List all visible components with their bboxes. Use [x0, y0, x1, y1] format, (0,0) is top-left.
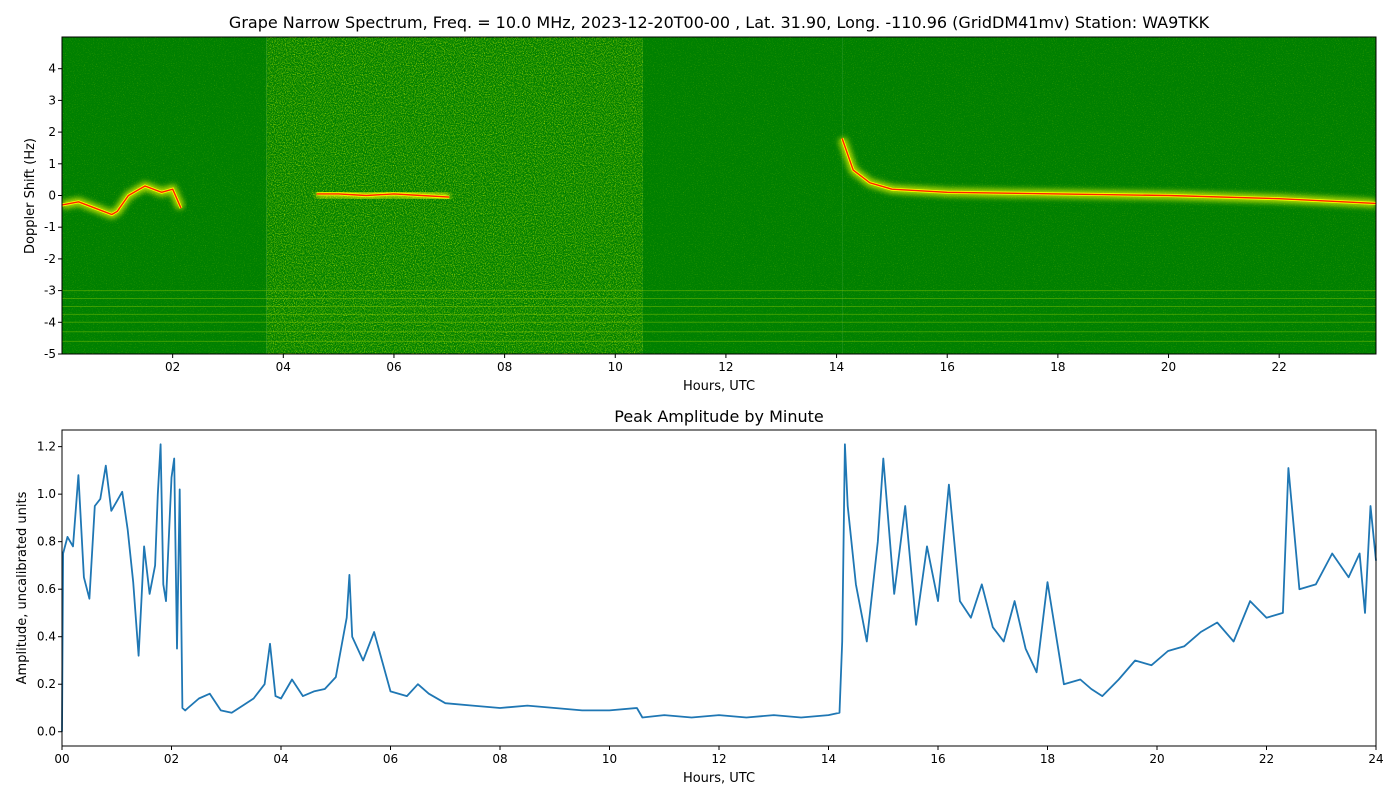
spectrogram-y-tick-label: -1 — [44, 220, 56, 234]
carrier-peak-0 — [62, 185, 182, 216]
amplitude-y-ticks: 0.0 0.2 0.4 0.6 0.8 1.0 1.2 — [37, 440, 62, 739]
spectrogram-x-tick-label: 12 — [718, 360, 733, 374]
spectrogram-x-tick-label: 22 — [1272, 360, 1287, 374]
spectrogram-y-tick-label: 0 — [48, 189, 56, 203]
carrier-peak-1 — [316, 193, 450, 198]
spectrogram-x-tick-label: 06 — [386, 360, 401, 374]
spectrogram-y-tick-label: 4 — [48, 62, 56, 76]
amplitude-x-ticks: 00 02 04 06 08 10 12 14 16 18 20 22 24 — [54, 746, 1384, 766]
amplitude-x-tick-label: 04 — [273, 752, 288, 766]
spectrogram-x-tick-label: 18 — [1050, 360, 1065, 374]
spectrogram-title: Grape Narrow Spectrum, Freq. = 10.0 MHz,… — [229, 13, 1210, 32]
spectrogram-y-tick-label: -2 — [44, 252, 56, 266]
amplitude-x-tick-label: 24 — [1368, 752, 1383, 766]
amplitude-y-tick-label: 1.2 — [37, 440, 56, 454]
amplitude-x-tick-label: 20 — [1149, 752, 1164, 766]
amplitude-title: Peak Amplitude by Minute — [614, 407, 824, 426]
spectrogram-x-tick-label: 04 — [276, 360, 291, 374]
amplitude-y-tick-label: 0.0 — [37, 725, 56, 739]
amplitude-x-tick-label: 22 — [1259, 752, 1274, 766]
amplitude-y-tick-label: 0.2 — [37, 677, 56, 691]
carrier-peak-2 — [841, 138, 1376, 205]
spectrogram-y-tick-label: 3 — [48, 93, 56, 107]
amplitude-x-tick-label: 12 — [711, 752, 726, 766]
amplitude-y-tick-label: 0.8 — [37, 535, 56, 549]
amplitude-x-tick-label: 00 — [54, 752, 69, 766]
amplitude-x-label: Hours, UTC — [683, 771, 755, 786]
amplitude-x-tick-label: 08 — [492, 752, 507, 766]
spectrogram-panel: Grape Narrow Spectrum, Freq. = 10.0 MHz,… — [23, 13, 1377, 394]
amplitude-y-label: Amplitude, uncalibrated units — [15, 491, 30, 684]
spectrogram-y-tick-label: 1 — [48, 157, 56, 171]
amplitude-y-tick-label: 0.6 — [37, 582, 56, 596]
amplitude-series-line — [61, 443, 1377, 732]
spectrogram-x-tick-label: 14 — [829, 360, 844, 374]
spectrogram-x-tick-label: 08 — [497, 360, 512, 374]
amplitude-y-tick-label: 1.0 — [37, 487, 56, 501]
spectrogram-y-ticks: -5 -4 -3 -2 -1 0 1 2 3 4 — [44, 62, 62, 361]
spectrogram-y-label: Doppler Shift (Hz) — [23, 138, 38, 254]
spectrogram-y-tick-label: -4 — [44, 315, 56, 329]
amplitude-panel: Peak Amplitude by Minute 00 02 04 06 08 10 12 1… — [15, 407, 1384, 786]
amplitude-y-tick-label: 0.4 — [37, 630, 56, 644]
amplitude-frame — [61, 429, 1377, 747]
spectrogram-x-tick-label: 16 — [940, 360, 955, 374]
amplitude-x-tick-label: 18 — [1040, 752, 1055, 766]
amplitude-x-tick-label: 16 — [930, 752, 945, 766]
amplitude-x-tick-label: 02 — [164, 752, 179, 766]
spectrogram-plot-area — [62, 37, 1376, 354]
spectrogram-x-tick-label: 10 — [608, 360, 623, 374]
spectrogram-y-tick-label: -5 — [44, 347, 56, 361]
amplitude-x-tick-label: 06 — [383, 752, 398, 766]
spectrogram-noise-2 — [642, 37, 843, 354]
amplitude-x-tick-label: 14 — [821, 752, 836, 766]
amplitude-x-tick-label: 10 — [602, 752, 617, 766]
spectrogram-y-tick-label: -3 — [44, 284, 56, 298]
amplitude-plot-area — [61, 443, 1377, 732]
spectrogram-x-label: Hours, UTC — [683, 379, 755, 394]
spectrogram-x-ticks: 02 04 06 08 10 12 14 16 18 20 22 — [165, 354, 1287, 374]
spectrogram-x-tick-label: 02 — [165, 360, 180, 374]
spectrogram-y-tick-label: 2 — [48, 125, 56, 139]
spectrogram-x-tick-label: 20 — [1161, 360, 1176, 374]
